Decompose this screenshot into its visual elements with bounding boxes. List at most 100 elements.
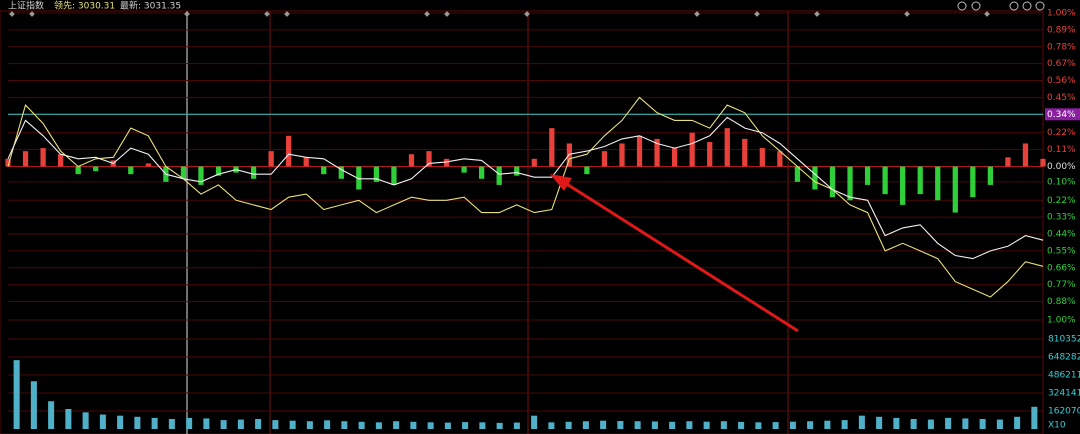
flow-bar — [531, 158, 537, 167]
flow-bar — [373, 166, 380, 182]
volume-bar — [996, 419, 1003, 429]
volume-bar — [772, 422, 779, 429]
y-tick-label: 0.44% — [1047, 230, 1076, 240]
volume-bar — [617, 421, 624, 429]
volume-bar — [82, 412, 89, 429]
volume-bar — [962, 418, 969, 429]
flow-bar — [93, 166, 99, 172]
y-tick-label: 0.11% — [1047, 145, 1076, 155]
flow-bar — [356, 166, 362, 190]
volume-bar — [358, 421, 365, 429]
volume-bar — [99, 414, 106, 429]
volume-bar — [375, 422, 382, 429]
flow-bar — [145, 163, 151, 167]
volume-bar — [393, 421, 400, 429]
y-tick-label: 0.10% — [1047, 177, 1076, 187]
flow-bar — [864, 166, 871, 185]
flow-bar — [952, 166, 958, 213]
flow-bar — [636, 135, 643, 167]
flow-bar — [882, 166, 888, 195]
flow-bar — [777, 151, 783, 167]
volume-bar — [462, 422, 469, 429]
volume-bar — [255, 419, 262, 429]
flow-bar — [250, 166, 257, 179]
flow-bar — [303, 157, 309, 167]
volume-bar — [134, 416, 141, 429]
flow-bar — [286, 135, 292, 167]
y-tick-label: 1.00% — [1047, 9, 1076, 19]
flow-bar — [128, 166, 134, 175]
flow-bar — [619, 143, 625, 167]
y-tick-label: 0.33% — [1047, 213, 1076, 223]
y-tick-label: 0.77% — [1047, 280, 1076, 290]
volume-bar — [341, 421, 348, 429]
flow-bar — [987, 166, 994, 185]
volume-bar — [807, 421, 814, 429]
flow-bar — [812, 166, 818, 190]
y-tick-label: 324141 — [1048, 388, 1080, 398]
line-series — [7, 96, 1044, 298]
flow-bar — [584, 166, 590, 175]
volume-bar — [893, 417, 900, 429]
flow-bar — [794, 166, 801, 182]
volume-bar — [324, 420, 331, 429]
flow-bar — [443, 158, 450, 167]
flow-bar — [461, 166, 467, 173]
volume-bar — [600, 420, 607, 429]
volume-bar — [151, 417, 158, 429]
flow-bar — [724, 128, 730, 167]
y-tick-label: 0.89% — [1047, 25, 1076, 35]
unit-label: X10 — [1048, 421, 1066, 431]
chart-title: 上证指数 — [8, 0, 44, 12]
toolbar-icons[interactable] — [957, 1, 1045, 11]
axis-frame — [0, 10, 1044, 434]
flow-bar — [215, 166, 222, 176]
flow-bar — [917, 166, 923, 195]
flow-bar — [1040, 158, 1046, 167]
flow-bar — [268, 151, 274, 167]
volume-bar — [582, 421, 589, 429]
flow-bar — [549, 128, 555, 167]
volume-bar — [841, 420, 848, 429]
volume-bar — [858, 415, 865, 429]
volume-bar — [496, 422, 503, 429]
volume-bar — [30, 381, 37, 429]
annotation-arrow — [550, 174, 799, 333]
y-tick-label: 0.88% — [1047, 297, 1076, 307]
volume-bar — [306, 421, 313, 429]
tick-highlight — [1045, 108, 1080, 121]
volume-bar — [755, 422, 762, 429]
volume-bar — [479, 422, 486, 429]
y-tick-label: 0.66% — [1047, 263, 1076, 273]
event-markers — [9, 11, 990, 17]
volume-bar — [669, 421, 676, 429]
y-tick-label: 0.34% — [1047, 110, 1076, 120]
y-tick-label: 0.56% — [1047, 76, 1076, 86]
y-tick-label: 810352 — [1048, 334, 1080, 344]
y-tick-label: 162070 — [1048, 407, 1080, 417]
flow-bar — [654, 138, 660, 167]
volume-bar — [824, 420, 831, 429]
flow-bar — [601, 151, 608, 167]
subtitle: 最新: 3031.35 — [120, 0, 181, 12]
flow-bar — [1022, 143, 1029, 167]
volume-bar — [272, 420, 279, 429]
volume-bar — [13, 360, 20, 429]
volume-bar — [427, 422, 434, 429]
flow-bar — [338, 166, 344, 179]
y-tick-label: 0.45% — [1047, 93, 1076, 103]
flow-bar — [759, 148, 765, 167]
volume-bar — [738, 421, 745, 429]
flow-bar — [391, 166, 397, 185]
plot: 1.00% 0.89% 0.78% 0.67% 0.56% 0.45% 0.34% 0.22%… — [0, 9, 1080, 434]
volume-bar — [634, 421, 641, 429]
flow-bar — [829, 166, 836, 198]
volume-bar — [910, 419, 917, 429]
flow-bar — [514, 166, 520, 176]
volume-bar — [565, 421, 572, 429]
flow-bar — [900, 166, 906, 205]
flow-bar — [935, 166, 941, 201]
volume-bar — [186, 417, 193, 429]
y-tick-label: 486211 — [1048, 371, 1080, 381]
volume-bar — [237, 419, 244, 429]
